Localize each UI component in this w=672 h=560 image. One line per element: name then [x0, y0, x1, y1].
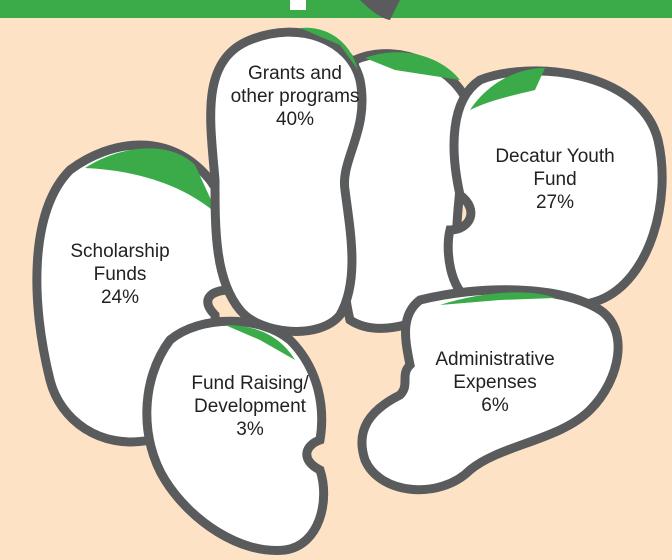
value-label: 40% [275, 109, 315, 130]
piece-label: Decatur Youth Fund 27% [480, 145, 630, 214]
pieces [32, 27, 667, 555]
accent [300, 27, 358, 71]
category-label: Administrative Expenses [435, 349, 555, 393]
stem [360, 0, 400, 20]
piece-label: Fund Raising/ Development 3% [190, 372, 310, 441]
piece-label: Administrative Expenses 6% [415, 348, 575, 417]
category-label: Fund Raising/ Development [191, 373, 309, 417]
stem-notch [290, 0, 306, 10]
piece-label: Grants and other programs 40% [225, 62, 365, 131]
value-label: 3% [236, 419, 264, 440]
apple-piece [206, 27, 367, 336]
accent [440, 292, 555, 305]
category-label: Grants and other programs [230, 63, 360, 107]
value-label: 24% [100, 287, 140, 308]
value-label: 6% [481, 395, 509, 416]
accent [365, 52, 460, 80]
top-band [0, 0, 672, 18]
value-label: 27% [535, 192, 575, 213]
accent [225, 325, 295, 360]
category-label: Scholarship Funds [70, 241, 170, 285]
apple-piece [142, 316, 329, 555]
accent [470, 68, 545, 110]
piece-label: Scholarship Funds 24% [50, 240, 190, 309]
category-label: Decatur Youth Fund [495, 146, 615, 190]
apple-piece [357, 285, 623, 495]
accent [85, 148, 218, 215]
